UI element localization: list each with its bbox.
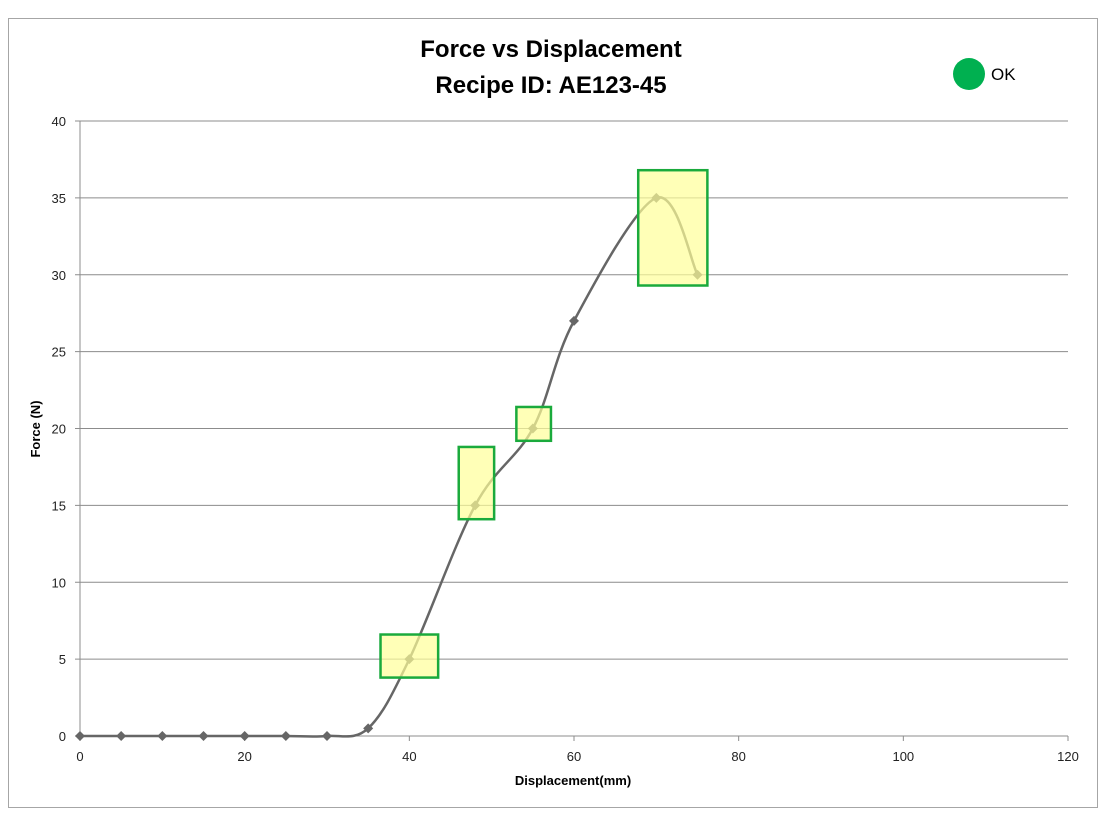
status-dot	[953, 58, 985, 90]
tolerance-window	[636, 168, 709, 287]
data-point-marker	[239, 731, 250, 741]
x-tick-label: 80	[731, 749, 745, 764]
tolerance-window	[457, 445, 496, 521]
data-point-marker	[569, 315, 579, 326]
data-point-marker	[116, 731, 127, 741]
tolerance-windows	[379, 168, 709, 679]
series-line	[79, 196, 699, 738]
x-tick-label: 120	[1057, 749, 1079, 764]
x-tick-label: 0	[76, 749, 83, 764]
y-tick-label: 25	[52, 345, 66, 360]
status-indicator: OK	[953, 58, 1016, 90]
y-tick-label: 20	[52, 422, 66, 437]
chart-svg: Force vs Displacement Recipe ID: AE123-4…	[28, 36, 1079, 788]
y-tick-label: 40	[52, 114, 66, 129]
x-tick-label: 20	[237, 749, 251, 764]
data-point-marker	[75, 731, 85, 741]
axes: 0 5 10 15 20 25 30 35 40 0 20 40 60 80 100 120	[52, 114, 1079, 764]
tolerance-window	[515, 405, 553, 443]
x-tick-label: 60	[567, 749, 581, 764]
y-tick-label: 5	[59, 652, 66, 667]
y-axis-title: Force (N)	[28, 400, 43, 457]
data-point-marker	[157, 731, 168, 741]
chart-frame: Force vs Displacement Recipe ID: AE123-4…	[8, 18, 1098, 808]
y-tick-label: 15	[52, 498, 66, 513]
data-point-marker	[322, 731, 332, 741]
data-point-marker	[363, 723, 374, 734]
y-tick-label: 30	[52, 268, 66, 283]
x-tick-label: 100	[892, 749, 914, 764]
chart-title-line-1: Force vs Displacement	[420, 36, 681, 63]
status-label: OK	[991, 65, 1016, 84]
y-tick-label: 10	[52, 575, 66, 590]
y-tick-label: 35	[52, 191, 66, 206]
chart-title-line-2: Recipe ID: AE123-45	[435, 72, 666, 99]
data-point-marker	[198, 731, 209, 741]
gridlines	[80, 120, 1068, 660]
x-tick-label: 40	[402, 749, 416, 764]
x-axis-title: Displacement(mm)	[515, 773, 631, 788]
tolerance-window	[379, 633, 440, 679]
data-point-marker	[280, 731, 291, 741]
y-tick-label: 0	[59, 729, 66, 744]
